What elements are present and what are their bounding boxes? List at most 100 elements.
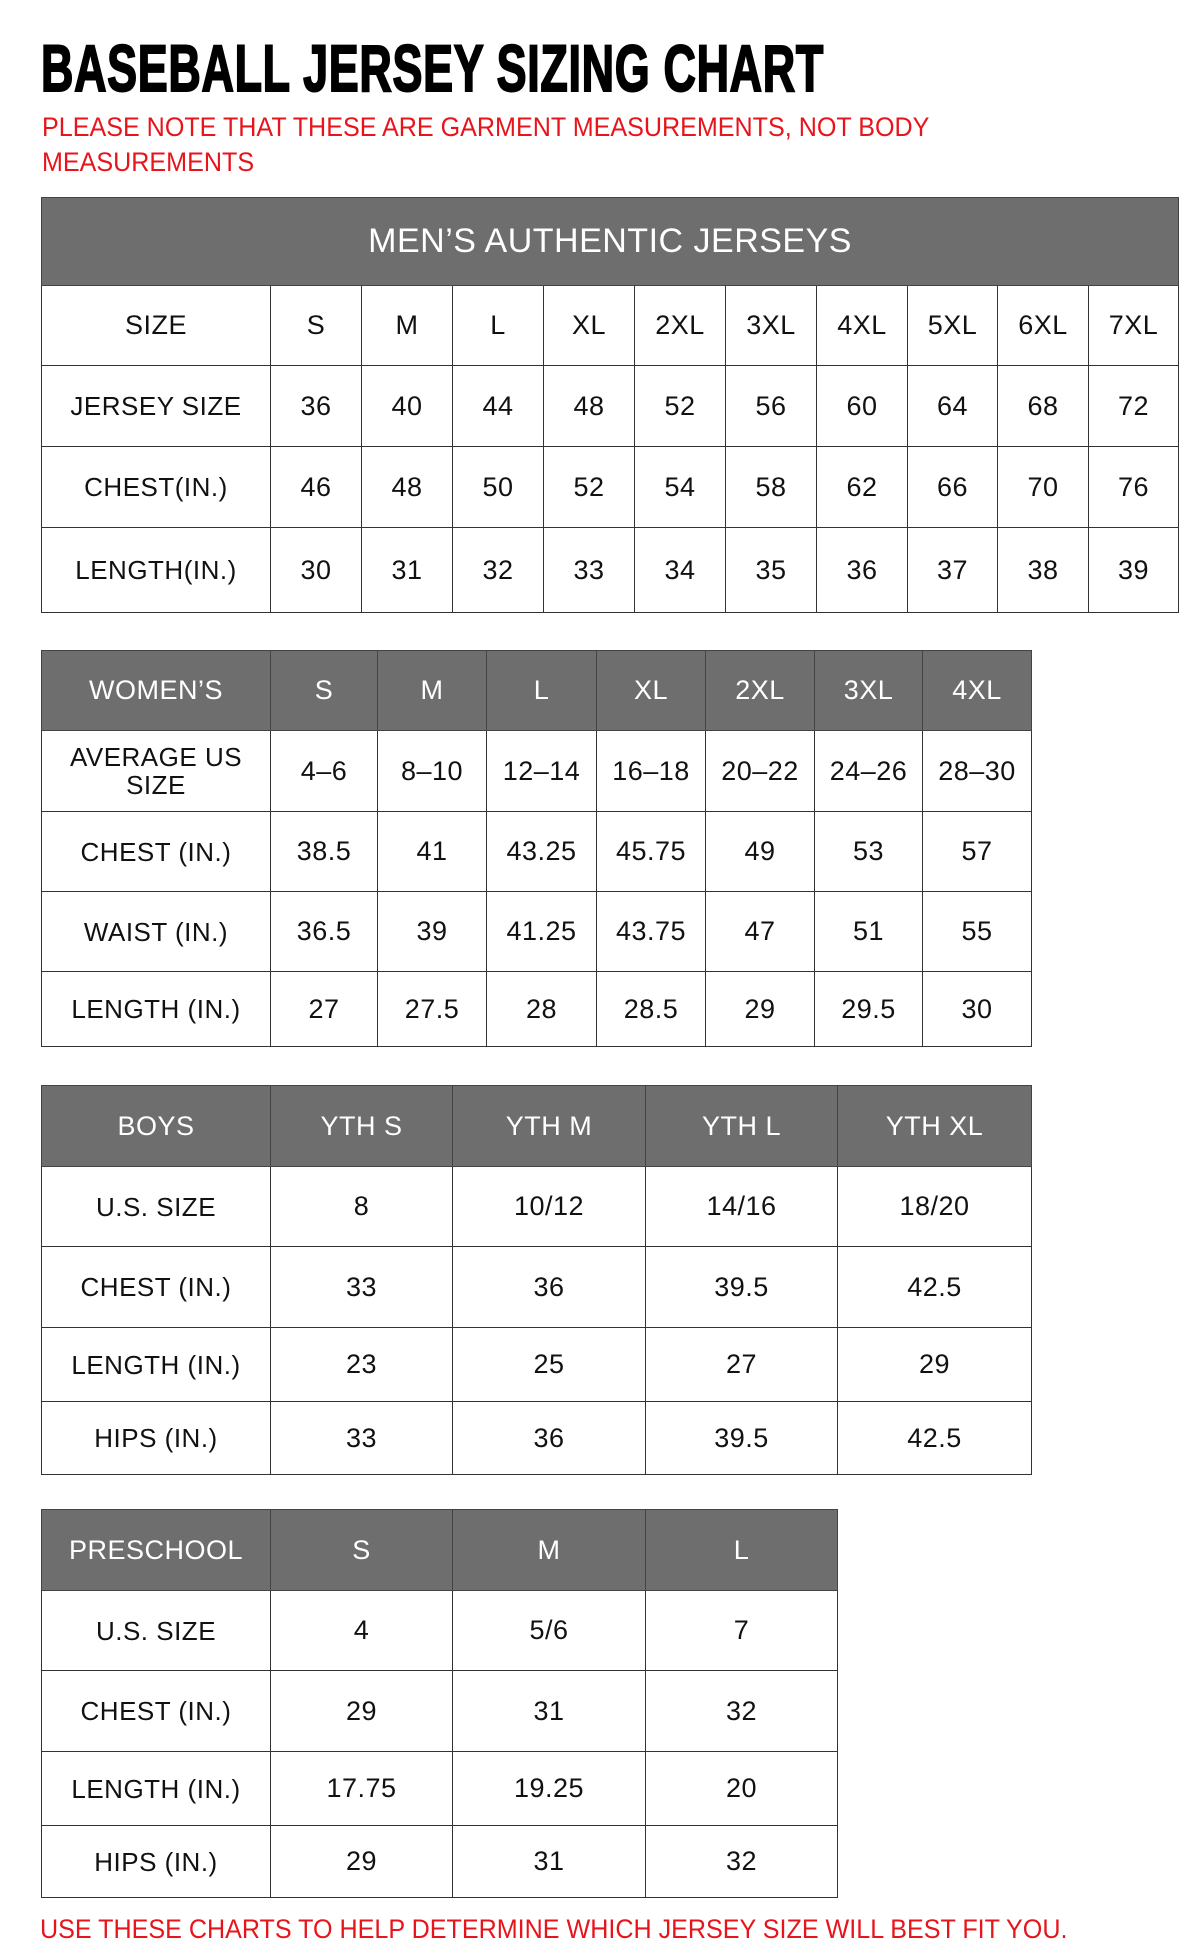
measurement-cell: 7: [645, 1590, 838, 1671]
header-row: PRESCHOOL S M L: [41, 1509, 838, 1591]
row-label-cell: LENGTH (IN.): [41, 1327, 271, 1402]
table-banner-row: MEN’S AUTHENTIC JERSEYS: [40, 197, 1180, 286]
measurement-cell: 51: [814, 891, 923, 972]
measurement-cell: 56: [725, 365, 817, 447]
measurement-cell: 36: [452, 1246, 646, 1328]
measurement-cell: 8–10: [377, 730, 487, 812]
measurement-cell: 70: [997, 446, 1089, 528]
measurement-cell: 38: [997, 527, 1089, 613]
measurement-cell: 42.5: [837, 1246, 1032, 1328]
measurement-cell: 44: [452, 365, 544, 447]
measurement-cell: 31: [452, 1670, 646, 1752]
measurement-cell: 54: [634, 446, 726, 528]
preschool-size-table: PRESCHOOL S M L U.S. SIZE 4 5/6 7 CHEST (IN.) 29 3…: [41, 1509, 838, 1898]
table-row: LENGTH (IN.) 23 25 27 29: [41, 1327, 1032, 1402]
size-header-cell: 4XL: [922, 650, 1032, 731]
row-label-cell: WAIST (IN.): [41, 891, 271, 972]
measurement-cell: 23: [270, 1327, 453, 1402]
row-label-cell: CHEST (IN.): [41, 1670, 271, 1752]
measurement-cell: 24–26: [814, 730, 923, 812]
size-header-cell: YTH S: [270, 1085, 453, 1167]
row-label-cell: HIPS (IN.): [41, 1825, 271, 1898]
measurement-cell: 43.25: [486, 811, 597, 892]
measurement-cell: 20–22: [705, 730, 815, 812]
measurement-cell: 53: [814, 811, 923, 892]
measurement-cell: 30: [270, 527, 362, 613]
measurement-cell: 40: [361, 365, 453, 447]
size-header-cell: 4XL: [816, 285, 908, 366]
measurement-cell: 72: [1087, 365, 1180, 447]
measurement-cell: 33: [270, 1401, 453, 1475]
measurement-cell: 31: [452, 1825, 646, 1898]
boys-size-table: BOYS YTH S YTH M YTH L YTH XL U.S. SIZE 8 10/12…: [41, 1085, 1032, 1475]
measurement-cell: 38.5: [270, 811, 378, 892]
table-row: JERSEY SIZE 36 40 44 48 52 56 60 64 68 72: [41, 365, 1180, 447]
header-row: BOYS YTH S YTH M YTH L YTH XL: [41, 1085, 1032, 1167]
measurement-cell: 41.25: [486, 891, 597, 972]
table-row: LENGTH (IN.) 27 27.5 28 28.5 29 29.5 30: [41, 971, 1032, 1047]
row-label-cell: CHEST (IN.): [41, 1246, 271, 1328]
measurement-cell: 17.75: [270, 1751, 453, 1826]
table-row: LENGTH (IN.) 17.75 19.25 20: [41, 1751, 838, 1826]
measurement-cell: 62: [816, 446, 908, 528]
measurement-cell: 66: [907, 446, 998, 528]
header-row: SIZE S M L XL 2XL 3XL 4XL 5XL 6XL 7XL: [41, 285, 1180, 366]
size-header-cell: YTH L: [645, 1085, 838, 1167]
header-label-cell: SIZE: [41, 285, 271, 366]
row-label-cell: CHEST(IN.): [41, 446, 271, 528]
size-header-cell: 5XL: [907, 285, 998, 366]
table-row: U.S. SIZE 8 10/12 14/16 18/20: [41, 1166, 1032, 1247]
page-title: BASEBALL JERSEY SIZING CHART: [40, 30, 824, 106]
row-label-cell: HIPS (IN.): [41, 1401, 271, 1475]
measurement-cell: 32: [452, 527, 544, 613]
measurement-cell: 36: [452, 1401, 646, 1475]
table-row: LENGTH(IN.) 30 31 32 33 34 35 36 37 38 39: [41, 527, 1180, 613]
table-row: CHEST (IN.) 38.5 41 43.25 45.75 49 53 57: [41, 811, 1032, 892]
measurement-cell: 33: [270, 1246, 453, 1328]
size-header-cell: S: [270, 650, 378, 731]
row-label-cell: LENGTH (IN.): [41, 1751, 271, 1826]
row-label-cell: CHEST (IN.): [41, 811, 271, 892]
measurement-cell: 28.5: [596, 971, 706, 1047]
measurement-cell: 34: [634, 527, 726, 613]
size-header-cell: L: [645, 1509, 838, 1591]
measurement-cell: 29: [270, 1670, 453, 1752]
size-header-cell: 3XL: [814, 650, 923, 731]
size-header-cell: S: [270, 285, 362, 366]
size-header-cell: S: [270, 1509, 453, 1591]
size-header-cell: M: [452, 1509, 646, 1591]
measurement-cell: 27: [270, 971, 378, 1047]
measurement-cell: 55: [922, 891, 1032, 972]
measurement-cell: 39.5: [645, 1401, 838, 1475]
measurement-cell: 27.5: [377, 971, 487, 1047]
measurement-cell: 29: [837, 1327, 1032, 1402]
measurement-cell: 10/12: [452, 1166, 646, 1247]
measurement-cell: 18/20: [837, 1166, 1032, 1247]
measurement-cell: 36.5: [270, 891, 378, 972]
row-label-cell: JERSEY SIZE: [41, 365, 271, 447]
size-header-cell: 7XL: [1087, 285, 1180, 366]
size-header-cell: YTH XL: [837, 1085, 1032, 1167]
header-label-cell: BOYS: [41, 1085, 271, 1167]
measurement-cell: 4: [270, 1590, 453, 1671]
measurement-cell: 28: [486, 971, 597, 1047]
measurement-cell: 50: [452, 446, 544, 528]
row-label-cell: LENGTH (IN.): [41, 971, 271, 1047]
size-header-cell: 3XL: [725, 285, 817, 366]
measurement-cell: 5/6: [452, 1590, 646, 1671]
size-header-cell: YTH M: [452, 1085, 646, 1167]
row-label-cell: AVERAGE US SIZE: [41, 730, 271, 812]
size-header-cell: M: [361, 285, 453, 366]
measurement-cell: 39: [377, 891, 487, 972]
measurement-cell: 33: [543, 527, 635, 613]
measurement-cell: 12–14: [486, 730, 597, 812]
measurement-cell: 25: [452, 1327, 646, 1402]
measurement-cell: 42.5: [837, 1401, 1032, 1475]
measurement-cell: 32: [645, 1670, 838, 1752]
size-header-cell: L: [452, 285, 544, 366]
measurement-cell: 43.75: [596, 891, 706, 972]
measurement-cell: 29.5: [814, 971, 923, 1047]
size-header-cell: XL: [596, 650, 706, 731]
table-row: HIPS (IN.) 29 31 32: [41, 1825, 838, 1898]
measurement-cell: 68: [997, 365, 1089, 447]
